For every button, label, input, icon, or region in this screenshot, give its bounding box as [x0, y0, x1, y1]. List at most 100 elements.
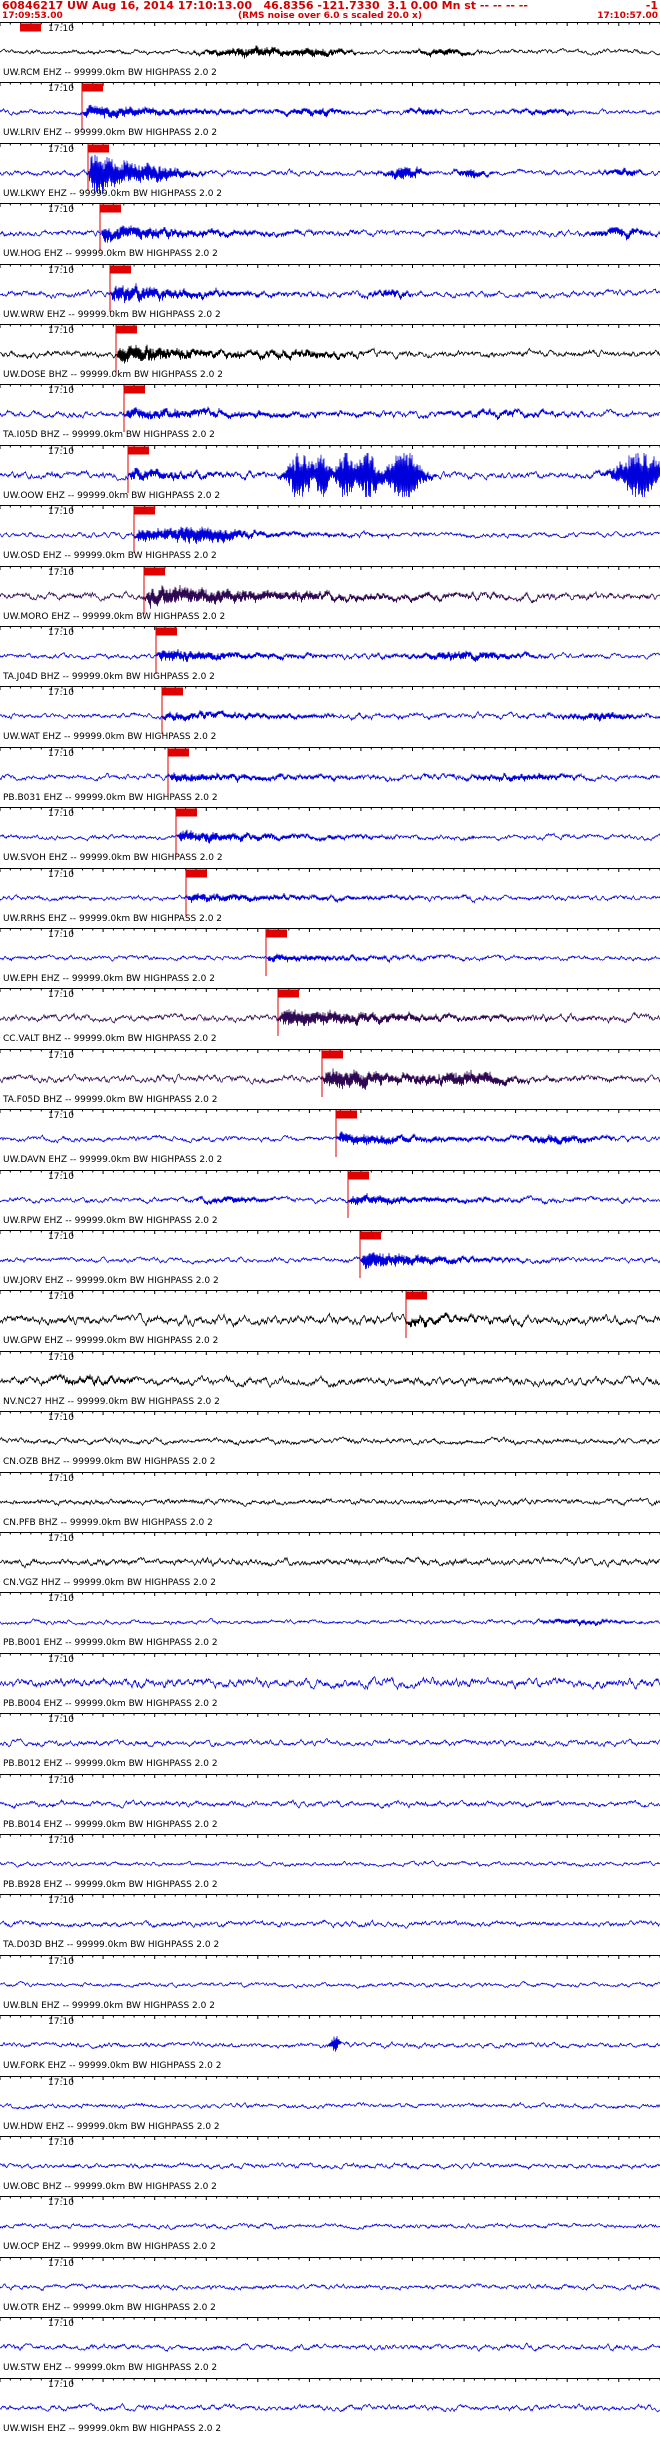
- trace-plot[interactable]: [0, 1048, 660, 1110]
- waveform[interactable]: [0, 648, 660, 663]
- pick-flag[interactable]: [278, 989, 299, 998]
- trace-plot[interactable]: [0, 565, 660, 627]
- waveform[interactable]: [0, 584, 660, 609]
- waveform[interactable]: [0, 892, 660, 904]
- waveform[interactable]: [0, 45, 660, 59]
- trace-plot[interactable]: [0, 2015, 660, 2076]
- waveform[interactable]: [0, 1675, 660, 1691]
- waveform[interactable]: [0, 526, 660, 545]
- pick-flag[interactable]: [336, 1110, 357, 1119]
- pick-flag[interactable]: [186, 869, 207, 878]
- trace-plot[interactable]: [0, 988, 660, 1049]
- trace-plot[interactable]: [0, 2377, 660, 2438]
- trace-plot[interactable]: [0, 1592, 660, 1653]
- trace-plot[interactable]: [0, 1954, 660, 2016]
- trace-plot[interactable]: [0, 686, 660, 747]
- waveform[interactable]: [0, 1980, 660, 1989]
- waveform[interactable]: [0, 2282, 660, 2292]
- waveform[interactable]: [0, 829, 660, 844]
- waveform[interactable]: [0, 1311, 660, 1329]
- trace-plot[interactable]: [0, 2075, 660, 2137]
- trace-plot[interactable]: [0, 626, 660, 687]
- waveform[interactable]: [0, 953, 660, 964]
- waveform[interactable]: [0, 1009, 660, 1027]
- trace-plot[interactable]: [0, 505, 660, 566]
- trace-plot[interactable]: [0, 1532, 660, 1593]
- trace-plot[interactable]: [0, 1834, 660, 1895]
- trace-plot[interactable]: [0, 1411, 660, 1472]
- pick-flag[interactable]: [168, 748, 189, 757]
- waveform[interactable]: [0, 2222, 660, 2231]
- waveform[interactable]: [0, 1919, 660, 1930]
- pick-flag[interactable]: [406, 1291, 427, 1300]
- trace-plot[interactable]: [0, 324, 660, 385]
- trace-plot[interactable]: [0, 1894, 660, 1955]
- waveform[interactable]: [0, 2101, 660, 2110]
- waveform[interactable]: [0, 407, 660, 421]
- waveform[interactable]: [0, 772, 660, 783]
- pick-flag[interactable]: [128, 446, 149, 455]
- waveform[interactable]: [0, 1738, 660, 1749]
- waveform[interactable]: [0, 2036, 660, 2052]
- pick-flag[interactable]: [100, 204, 121, 213]
- trace-plot[interactable]: [0, 1169, 660, 1231]
- trace-plot[interactable]: [0, 2136, 660, 2197]
- pick-flag[interactable]: [144, 567, 165, 576]
- pick-flag[interactable]: [348, 1171, 369, 1180]
- trace-plot[interactable]: [0, 1713, 660, 1774]
- pick-flag[interactable]: [82, 83, 103, 92]
- trace-plot[interactable]: [0, 384, 660, 445]
- trace-plot[interactable]: [0, 263, 660, 325]
- pick-flag[interactable]: [176, 808, 197, 817]
- waveform[interactable]: [0, 1372, 660, 1388]
- trace-plot[interactable]: [0, 2256, 660, 2318]
- trace-plot[interactable]: [0, 867, 660, 929]
- trace-plot[interactable]: [0, 746, 660, 808]
- pick-flag[interactable]: [110, 265, 131, 274]
- waveform[interactable]: [0, 1252, 660, 1270]
- waveform[interactable]: [0, 105, 660, 119]
- trace-plot[interactable]: [0, 203, 660, 264]
- waveform[interactable]: [0, 2342, 660, 2353]
- waveform[interactable]: [0, 154, 660, 195]
- trace-plot[interactable]: [0, 82, 660, 143]
- pick-flag[interactable]: [134, 506, 155, 515]
- waveform[interactable]: [0, 1192, 660, 1205]
- trace-plot[interactable]: [0, 807, 660, 868]
- waveform[interactable]: [0, 1131, 660, 1146]
- trace-plot[interactable]: [0, 928, 660, 989]
- waveform[interactable]: [0, 1618, 660, 1627]
- waveform[interactable]: [0, 282, 660, 303]
- trace-plot[interactable]: [0, 2317, 660, 2378]
- pick-flag[interactable]: [116, 325, 137, 334]
- pick-flag[interactable]: [266, 929, 287, 938]
- waveform[interactable]: [0, 1798, 660, 1809]
- waveform[interactable]: [0, 1068, 660, 1090]
- pick-flag[interactable]: [322, 1050, 343, 1059]
- waveform[interactable]: [0, 225, 660, 243]
- waveform[interactable]: [0, 344, 660, 364]
- trace-plot[interactable]: [0, 1230, 660, 1291]
- waveform[interactable]: [0, 710, 660, 723]
- pick-flag[interactable]: [162, 687, 183, 696]
- pick-flag[interactable]: [20, 23, 41, 32]
- pick-flag[interactable]: [360, 1231, 381, 1240]
- trace-plot[interactable]: [0, 444, 660, 506]
- pick-flag[interactable]: [156, 627, 177, 636]
- pick-flag[interactable]: [124, 385, 145, 394]
- waveform[interactable]: [0, 1556, 660, 1569]
- trace-plot[interactable]: [0, 1109, 660, 1170]
- trace-plot[interactable]: [0, 142, 660, 204]
- trace-plot[interactable]: [0, 1350, 660, 1412]
- trace-plot[interactable]: [0, 1773, 660, 1835]
- waveform[interactable]: [0, 1496, 660, 1507]
- trace-plot[interactable]: [0, 2196, 660, 2257]
- waveform[interactable]: [0, 2402, 660, 2412]
- pick-flag[interactable]: [88, 144, 109, 153]
- trace-plot[interactable]: [0, 1290, 660, 1351]
- trace-plot[interactable]: [0, 1652, 660, 1714]
- trace-plot[interactable]: [0, 1471, 660, 1533]
- waveform[interactable]: [0, 1436, 660, 1447]
- waveform[interactable]: [0, 2162, 660, 2170]
- waveform[interactable]: [0, 452, 660, 497]
